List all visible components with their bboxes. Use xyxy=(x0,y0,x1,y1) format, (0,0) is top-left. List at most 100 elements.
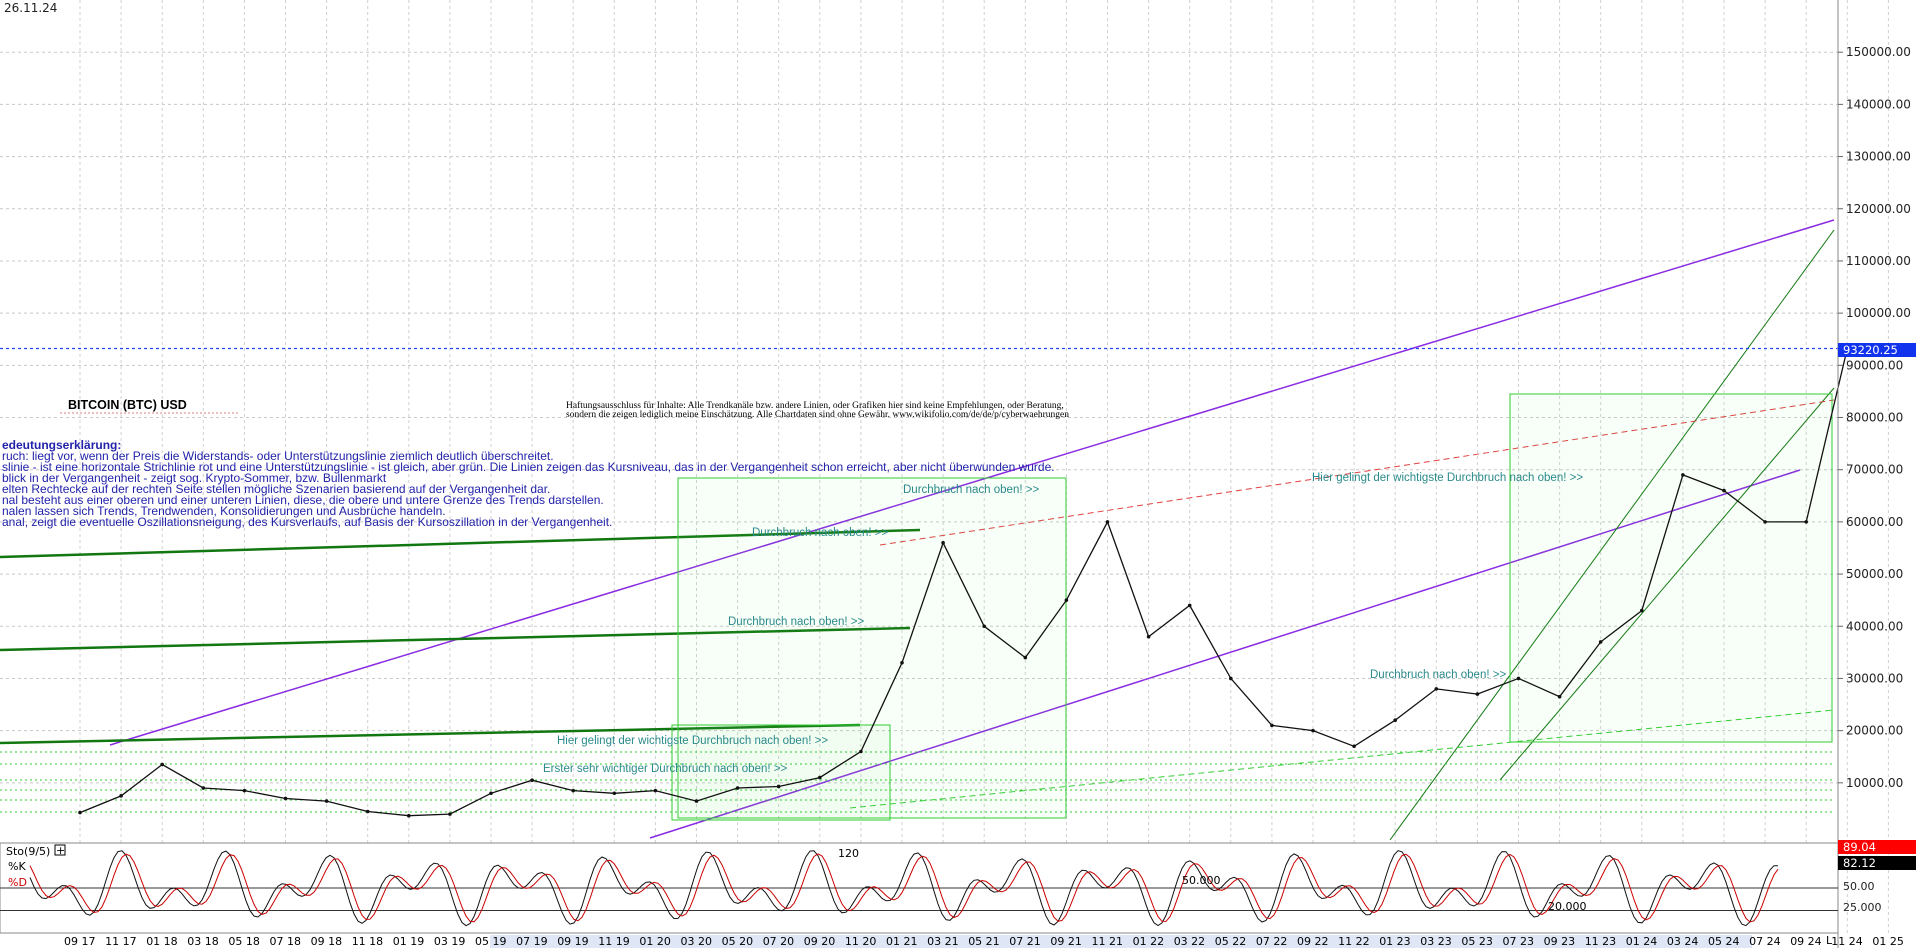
x-tick-label: 09 22 xyxy=(1297,935,1329,948)
stoch-inner-label-20: 20.000 xyxy=(1548,900,1587,913)
price-point xyxy=(78,810,82,815)
x-tick-label: 09 17 xyxy=(64,935,96,948)
x-tick-label: 07 18 xyxy=(270,935,302,948)
stoch-d-value: 82.12 xyxy=(1843,856,1876,870)
x-tick-label: 07 24 xyxy=(1749,935,1781,948)
price-point xyxy=(818,775,822,780)
y-tick-label: 100000.00 xyxy=(1846,306,1911,320)
y-tick-label: 40000.00 xyxy=(1846,619,1903,633)
price-line xyxy=(79,348,1848,817)
legend-line: slinie - ist eine horizontale Strichlini… xyxy=(2,460,1055,474)
x-tick-label: 11 17 xyxy=(105,935,137,948)
x-tick-label: 05 23 xyxy=(1461,935,1493,948)
chart-title: BITCOIN (BTC) USD xyxy=(68,398,187,412)
x-tick-label: 09 19 xyxy=(557,935,589,948)
trend-line xyxy=(0,723,861,745)
annotation-first-breakout: Erster sehr wichtiger Durchbruch nach ob… xyxy=(543,763,787,775)
price-point xyxy=(776,784,781,789)
price-point xyxy=(571,788,575,793)
price-point xyxy=(653,788,658,793)
current-price-label: 93220.25 xyxy=(1843,343,1898,357)
x-axis: 09 17 11 17 01 18 03 18 05 18 07 18 09 18 11 18… xyxy=(64,935,1904,948)
y-tick-label: 140000.00 xyxy=(1846,97,1911,111)
price-point xyxy=(982,624,986,629)
stoch-d-line xyxy=(29,853,1779,923)
price-point xyxy=(1598,640,1603,644)
y-tick-label: 130000.00 xyxy=(1846,150,1911,164)
price-point xyxy=(1640,608,1644,613)
annotation-breakout: Durchbruch nach oben! >> xyxy=(903,484,1039,496)
x-tick-label: 01 25 xyxy=(1872,935,1904,948)
trend-line xyxy=(0,528,921,559)
x-tick-label: 05 22 xyxy=(1215,935,1247,948)
price-point xyxy=(1105,520,1110,524)
x-tick-label: 07 23 xyxy=(1503,935,1535,948)
legend-line: anal, zeigt die eventuelle Oszillationsn… xyxy=(2,515,612,529)
price-point xyxy=(407,813,411,818)
x-tick-label: 07 20 xyxy=(763,935,795,948)
price-point xyxy=(612,791,617,796)
price-point xyxy=(1434,687,1439,691)
x-tick-label: 11 24 xyxy=(1831,935,1863,948)
price-point xyxy=(365,809,370,814)
x-tick-label: 11 18 xyxy=(352,935,384,948)
annotation-breakout: Durchbruch nach oben! >> xyxy=(728,616,864,628)
x-tick-label: 03 22 xyxy=(1174,935,1206,948)
y-tick-label: 90000.00 xyxy=(1846,358,1903,372)
x-tick-label: 01 18 xyxy=(146,935,178,948)
trend-line xyxy=(1389,229,1835,841)
x-tick-label: 07 22 xyxy=(1256,935,1288,948)
y-tick-label: 60000.00 xyxy=(1846,515,1903,529)
x-tick-label: 03 21 xyxy=(927,935,959,948)
trend-line xyxy=(109,219,1835,746)
price-point xyxy=(859,749,863,754)
trend-line xyxy=(0,626,911,652)
price-point xyxy=(1681,473,1685,477)
x-tick-label: 05 20 xyxy=(722,935,754,948)
x-tick-label: 07 21 xyxy=(1009,935,1041,948)
x-tick-label: 11 21 xyxy=(1092,935,1124,948)
y-tick-label: 120000.00 xyxy=(1846,202,1911,216)
price-point xyxy=(119,794,123,798)
price-point xyxy=(1146,634,1151,639)
y-tick-label: 50000.00 xyxy=(1846,567,1903,581)
stoch-caption-fragment: 120 xyxy=(838,847,859,860)
x-tick-label: 03 20 xyxy=(681,935,713,948)
trend-channels xyxy=(0,219,1838,851)
price-point xyxy=(735,786,740,790)
x-tick-label: 11 20 xyxy=(845,935,877,948)
price-point xyxy=(1804,520,1808,524)
current-price-badge xyxy=(1838,343,1916,357)
price-point xyxy=(448,812,452,816)
x-tick-label: 09 24 xyxy=(1790,935,1822,948)
trend-line xyxy=(879,399,1835,546)
y-tick-label: 10000.00 xyxy=(1846,776,1903,790)
legend-block: edeutungserklärung: ruch: liegt vor, wen… xyxy=(2,438,1055,529)
x-tick-label: 09 20 xyxy=(804,935,836,948)
stoch-expand-button[interactable] xyxy=(54,844,66,856)
x-tick-label: 03 23 xyxy=(1420,935,1452,948)
x-tick-label: 03 18 xyxy=(187,935,219,948)
stoch-k-value: 89.04 xyxy=(1843,840,1876,854)
price-point xyxy=(1187,603,1192,608)
legend-line: nal besteht aus einer oberen und einer u… xyxy=(2,493,604,507)
price-point xyxy=(1763,520,1767,524)
y-tick-label: 70000.00 xyxy=(1846,463,1903,477)
price-point xyxy=(941,540,945,545)
stochastic-panel xyxy=(0,842,1839,934)
stoch-expand-icon: + xyxy=(56,844,65,857)
price-point xyxy=(694,799,699,803)
annotation-key-breakout: Hier gelingt der wichtigste Durchbruch n… xyxy=(1312,472,1583,484)
stoch-d-label: %D xyxy=(8,876,27,889)
annotation-breakout: Durchbruch nach oben! >> xyxy=(1370,669,1506,681)
stoch-inner-label-50: 50.000 xyxy=(1182,874,1221,887)
y-tick-label: 20000.00 xyxy=(1846,724,1903,738)
annotation-breakout: Durchbruch nach oben! >> xyxy=(752,527,888,539)
price-point xyxy=(324,799,329,803)
price-point xyxy=(1023,655,1028,660)
price-point xyxy=(1311,728,1315,733)
legend-line: elten Rechtecke auf der rechten Seite st… xyxy=(2,482,550,496)
price-point xyxy=(1393,718,1397,722)
stoch-level-25: 25.000 xyxy=(1843,901,1882,914)
